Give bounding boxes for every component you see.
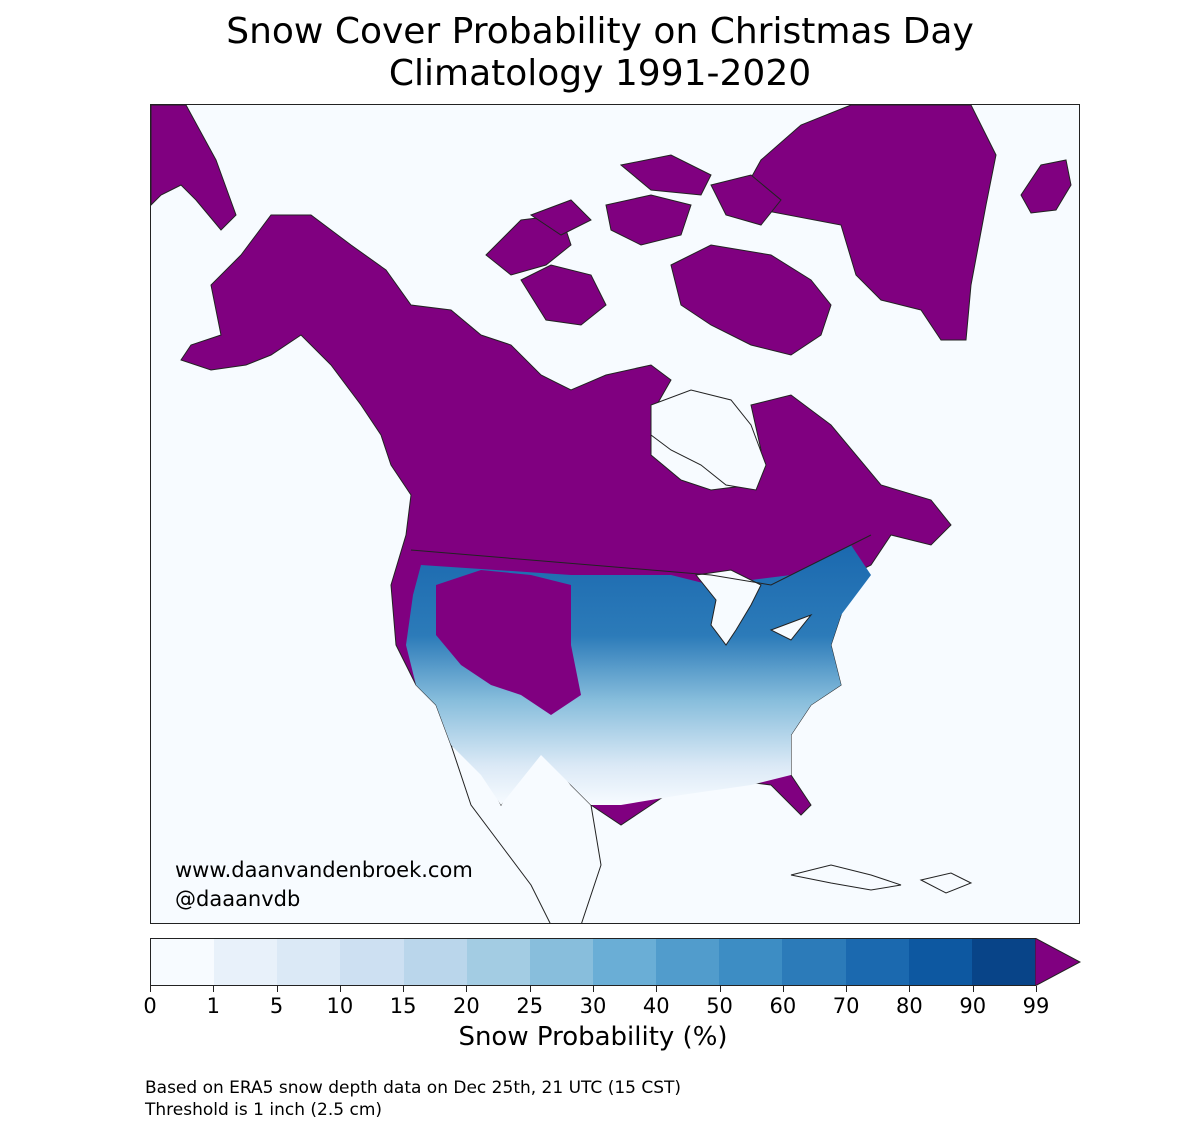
colorbar-tick bbox=[719, 986, 721, 992]
colorbar-tick-label: 0 bbox=[143, 994, 157, 1018]
arctic-island-2 bbox=[529, 199, 592, 236]
colorbar-tick bbox=[1036, 986, 1037, 992]
colorbar-tick-label: 70 bbox=[832, 994, 860, 1018]
colorbar-tick-label: 99 bbox=[1022, 994, 1050, 1018]
chart-title-line1: Snow Cover Probability on Christmas Day bbox=[226, 11, 974, 52]
colorbar-bin bbox=[277, 939, 341, 985]
hispaniola-shape bbox=[919, 872, 973, 894]
arctic-island-6 bbox=[710, 174, 782, 226]
colorbar-tick-label: 90 bbox=[959, 994, 987, 1018]
colorbar-bin bbox=[719, 939, 783, 985]
colorbar-bin bbox=[782, 939, 846, 985]
colorbar-tick bbox=[466, 986, 468, 992]
colorbar-tick-label: 10 bbox=[326, 994, 354, 1018]
colorbar-extend-triangle bbox=[1035, 938, 1081, 986]
siberia-shape bbox=[151, 105, 237, 231]
colorbar-tick bbox=[656, 986, 658, 992]
hudson-bay bbox=[650, 389, 767, 491]
colorbar-tick-label: 60 bbox=[769, 994, 797, 1018]
colorbar-tick bbox=[339, 986, 341, 992]
chart-title-line2: Climatology 1991-2020 bbox=[388, 53, 812, 94]
colorbar-label: Snow Probability (%) bbox=[458, 1022, 728, 1052]
colorbar-bin bbox=[845, 939, 909, 985]
colorbar-tick-label: 50 bbox=[706, 994, 733, 1018]
baffin-island-shape bbox=[670, 244, 832, 356]
great-lakes bbox=[695, 569, 813, 646]
greenland-shape bbox=[735, 105, 997, 341]
colorbar-bin bbox=[971, 939, 1035, 985]
colorbar-tick-label: 5 bbox=[269, 994, 284, 1018]
rockies-snow bbox=[436, 570, 581, 715]
colorbar-tick-label: 15 bbox=[389, 994, 417, 1018]
colorbar-bin bbox=[529, 939, 593, 985]
colorbar-tick bbox=[403, 986, 405, 992]
colorbar-bin bbox=[466, 939, 530, 985]
colorbar-tick-label: 30 bbox=[579, 994, 607, 1018]
colorbar-bin bbox=[403, 939, 467, 985]
colorbar-tick-label: 25 bbox=[516, 994, 544, 1018]
colorbar-tick bbox=[909, 986, 911, 992]
colorbar-tick bbox=[782, 986, 784, 992]
colorbar-ticks: 0 1 5 10 15 20 25 30 40 50 60 70 80 90 99 bbox=[143, 986, 1049, 1026]
colorbar-tick bbox=[213, 986, 215, 992]
footnote-data-source: Based on ERA5 snow depth data on Dec 25t… bbox=[145, 1078, 682, 1098]
credit-website: www.daanvandenbroek.com bbox=[175, 858, 473, 882]
footnote-threshold: Threshold is 1 inch (2.5 cm) bbox=[145, 1100, 383, 1120]
colorbar-tick bbox=[150, 986, 151, 992]
colorbar-bin bbox=[214, 939, 278, 985]
cuba-shape bbox=[790, 864, 902, 891]
colorbar-tick-label: 20 bbox=[453, 994, 480, 1018]
arctic-island-3 bbox=[520, 264, 607, 326]
snow-probability-map: www.daanvandenbroek.com @daaanvdb bbox=[150, 104, 1080, 924]
colorbar-tick bbox=[972, 986, 974, 992]
colorbar-bin bbox=[908, 939, 972, 985]
colorbar-tick bbox=[529, 986, 531, 992]
iceland-shape bbox=[1020, 159, 1072, 214]
colorbar-bin bbox=[592, 939, 657, 985]
colorbar-bin bbox=[656, 939, 720, 985]
arctic-island-4 bbox=[605, 194, 692, 246]
arctic-island-5 bbox=[619, 154, 712, 196]
map-graphic bbox=[151, 105, 1072, 923]
colorbar bbox=[150, 938, 1036, 986]
canada-us-border bbox=[410, 534, 872, 586]
colorbar-tick bbox=[276, 986, 278, 992]
arctic-island-1 bbox=[485, 214, 572, 276]
colorbar-bin bbox=[340, 939, 404, 985]
colorbar-tick bbox=[593, 986, 594, 992]
colorbar-tick-label: 40 bbox=[642, 994, 670, 1018]
colorbar-bin bbox=[151, 939, 215, 985]
colorbar-tick bbox=[846, 986, 848, 992]
colorbar-tick-label: 1 bbox=[206, 994, 220, 1018]
colorbar-tick-label: 80 bbox=[896, 994, 923, 1018]
credit-handle: @daaanvdb bbox=[175, 887, 301, 911]
